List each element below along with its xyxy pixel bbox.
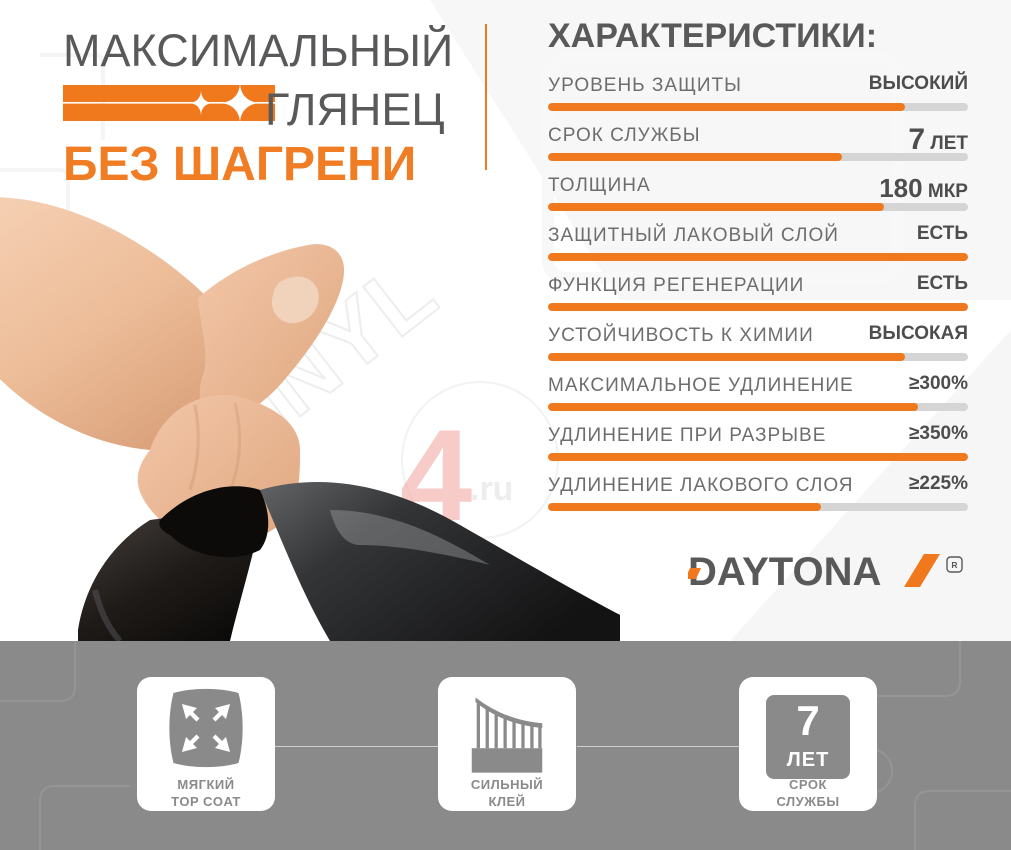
svg-text:DAYTONA: DAYTONA [688, 551, 881, 594]
svg-text:R: R [951, 560, 957, 570]
